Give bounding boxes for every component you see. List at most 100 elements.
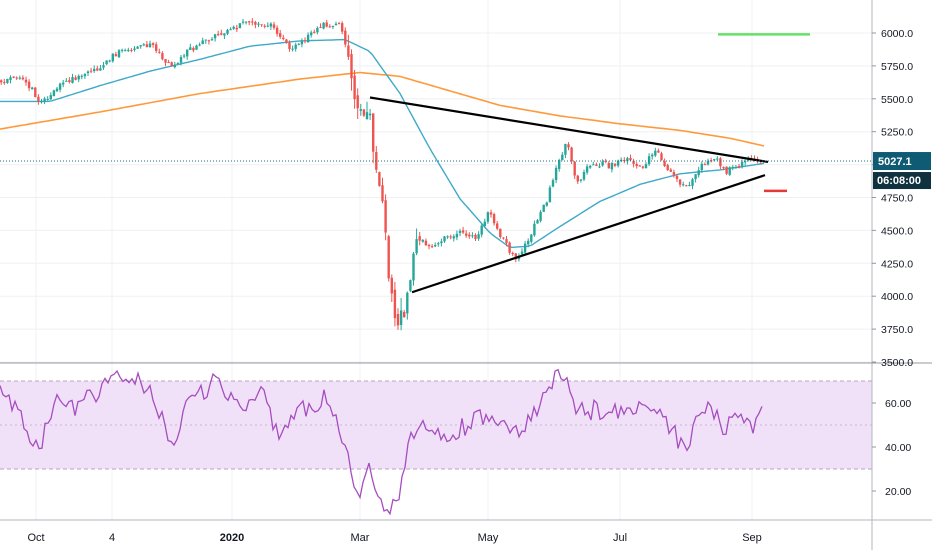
candle-body bbox=[272, 24, 276, 28]
candle bbox=[93, 65, 96, 73]
candle-body bbox=[62, 82, 65, 85]
candle bbox=[328, 24, 331, 28]
candle-body bbox=[542, 204, 545, 212]
candle bbox=[353, 69, 356, 109]
candle-body bbox=[300, 40, 304, 45]
candle bbox=[176, 62, 180, 65]
candle bbox=[709, 157, 713, 163]
price-tick-label: 5750.0 bbox=[881, 61, 913, 73]
candle-body bbox=[319, 26, 322, 28]
candle bbox=[213, 33, 217, 42]
candle bbox=[564, 143, 567, 159]
candle-body bbox=[344, 30, 347, 45]
candle bbox=[694, 174, 697, 183]
candle bbox=[74, 75, 77, 81]
candle-body bbox=[310, 32, 313, 36]
candle bbox=[68, 77, 71, 84]
candle-body bbox=[158, 51, 161, 53]
candle bbox=[235, 24, 238, 32]
candle-body bbox=[142, 44, 145, 46]
candle bbox=[86, 70, 90, 76]
candle bbox=[114, 51, 118, 57]
candle-body bbox=[238, 23, 242, 29]
candle bbox=[585, 164, 589, 175]
candle-body bbox=[486, 212, 490, 222]
candle-body bbox=[592, 164, 595, 166]
candle-body bbox=[719, 158, 722, 167]
candle bbox=[133, 46, 136, 52]
candle bbox=[49, 92, 52, 101]
candle-body bbox=[399, 310, 403, 325]
time-tick-label: Oct bbox=[27, 532, 44, 544]
candle-body bbox=[195, 45, 198, 50]
candle-body bbox=[244, 21, 248, 23]
candle-body bbox=[468, 234, 471, 237]
ma50-curve bbox=[0, 38, 765, 249]
candle bbox=[46, 96, 49, 101]
candle bbox=[105, 60, 108, 66]
candle-body bbox=[9, 77, 12, 80]
candle bbox=[406, 291, 409, 320]
candle bbox=[167, 59, 170, 64]
candle bbox=[623, 157, 626, 164]
candle bbox=[666, 163, 669, 171]
lower-trendline[interactable] bbox=[411, 174, 766, 294]
candle bbox=[483, 218, 486, 229]
candle-body bbox=[672, 172, 676, 176]
candle-body bbox=[561, 154, 564, 161]
candle-body bbox=[604, 160, 607, 162]
candle bbox=[260, 24, 263, 27]
candle-body bbox=[285, 39, 288, 43]
candle bbox=[356, 88, 359, 119]
candle-body bbox=[148, 43, 152, 48]
candle bbox=[21, 75, 25, 81]
candle bbox=[434, 242, 437, 248]
candle-body bbox=[697, 170, 700, 176]
candle-body bbox=[598, 166, 601, 168]
candle bbox=[80, 74, 83, 80]
candle bbox=[139, 44, 142, 49]
candle-body bbox=[86, 71, 90, 74]
candle-body bbox=[731, 166, 734, 169]
candle-body bbox=[576, 175, 579, 182]
candle bbox=[576, 174, 579, 185]
candle bbox=[607, 161, 610, 169]
candle-body bbox=[136, 46, 139, 49]
candle-body bbox=[201, 40, 204, 45]
candle bbox=[685, 184, 688, 187]
candle bbox=[313, 29, 316, 34]
candle-body bbox=[341, 23, 344, 32]
candle-body bbox=[480, 225, 483, 235]
candle bbox=[598, 163, 601, 169]
candle bbox=[279, 29, 282, 40]
candle bbox=[319, 23, 322, 29]
candle bbox=[678, 179, 682, 188]
candle-body bbox=[427, 244, 431, 247]
candle bbox=[111, 53, 114, 63]
candle bbox=[570, 146, 573, 165]
candle bbox=[77, 74, 80, 83]
candle bbox=[241, 19, 245, 25]
candle-body bbox=[248, 21, 251, 23]
candle bbox=[37, 94, 40, 105]
candle bbox=[158, 48, 161, 54]
candle bbox=[9, 75, 12, 84]
candle-body bbox=[251, 21, 254, 23]
candle-body bbox=[145, 44, 149, 48]
candle-body bbox=[55, 88, 59, 92]
candle-body bbox=[167, 62, 170, 64]
candle bbox=[396, 308, 400, 330]
candle-body bbox=[601, 161, 604, 166]
upper-trendline[interactable] bbox=[369, 96, 769, 164]
candle-body bbox=[204, 39, 207, 41]
candle-body bbox=[133, 48, 136, 50]
candle-body bbox=[613, 163, 617, 166]
countdown-badge bbox=[873, 172, 931, 190]
candle-body bbox=[734, 167, 738, 169]
candle bbox=[604, 158, 607, 164]
candle bbox=[502, 237, 505, 240]
candle bbox=[294, 42, 297, 52]
candle-body bbox=[430, 246, 434, 248]
